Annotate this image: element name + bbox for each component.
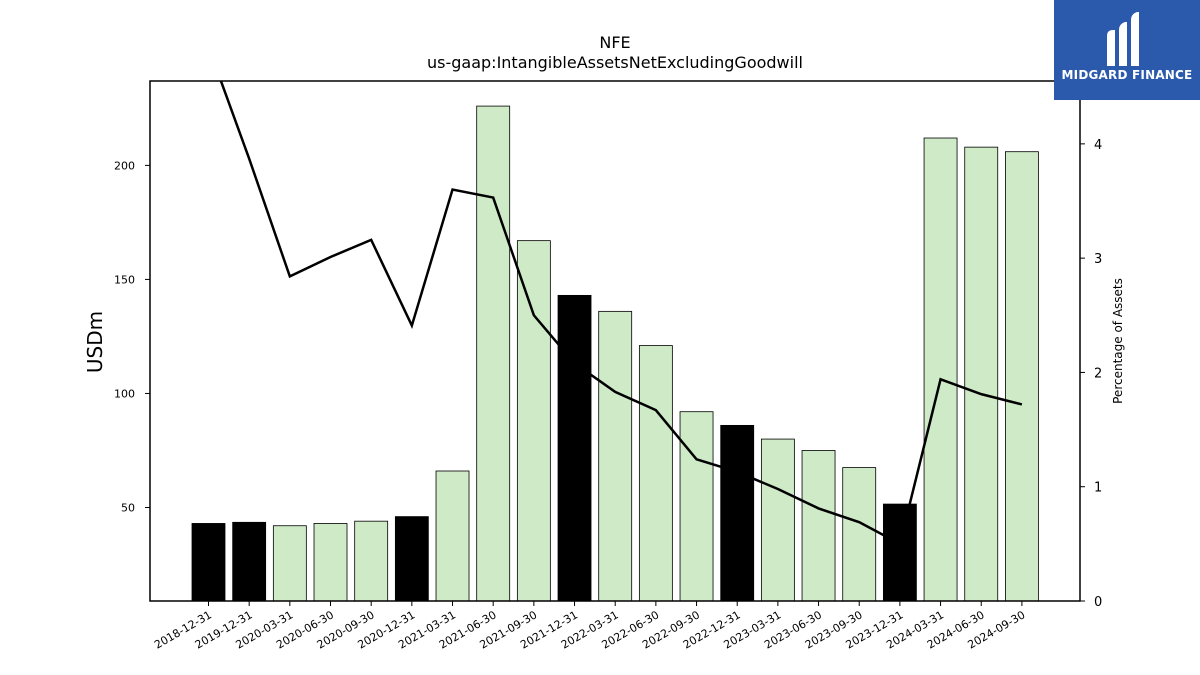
bar-2018-12-31 (191, 523, 226, 602)
y2-tick-label: 1 (1094, 481, 1102, 496)
bar-2024-06-30 (964, 146, 999, 602)
x-axis-ticks: 2018-12-312019-12-312020-03-312020-06-30… (152, 601, 1027, 652)
left-axis-ticks: 50 100 150 200 (114, 159, 150, 514)
right-axis-ticks: 0 1 2 3 4 (1080, 138, 1102, 610)
line-layer (219, 81, 1023, 546)
bar-2021-09-30 (516, 240, 551, 602)
bar-2021-12-31 (557, 294, 592, 602)
bar-2024-09-30 (1005, 151, 1039, 602)
bar-2020-06-30 (313, 523, 348, 602)
bar-2022-06-30 (638, 345, 673, 602)
brand-logo: MIDGARD FINANCE (1054, 0, 1200, 100)
bar-2020-03-31 (272, 525, 307, 602)
bar-2023-06-30 (801, 450, 836, 602)
y2-tick-label: 3 (1094, 252, 1102, 267)
brand-name: MIDGARD FINANCE (1061, 68, 1193, 82)
chart-title: NFE (599, 33, 630, 52)
y-tick-label: 50 (121, 501, 135, 514)
bar-2022-09-30 (679, 411, 714, 602)
bar-2022-12-31 (720, 424, 755, 602)
bar-2022-03-31 (598, 310, 633, 602)
y-axis-label: USDm (83, 311, 107, 373)
bar-2019-12-31 (232, 521, 267, 602)
y-tick-label: 100 (114, 387, 135, 400)
bar-2023-12-31 (882, 503, 917, 602)
midgard-logo-mark-icon (1107, 12, 1139, 66)
bar-2020-09-30 (354, 520, 389, 602)
chart-subtitle: us-gaap:IntangibleAssetsNetExcludingGood… (427, 53, 803, 72)
y-tick-label: 150 (114, 273, 135, 286)
bar-2024-03-31 (923, 137, 958, 602)
y2-tick-label: 4 (1094, 138, 1102, 153)
bars-layer (191, 105, 1039, 602)
bar-2021-06-30 (476, 105, 511, 602)
y2-axis-label: Percentage of Assets (1111, 278, 1125, 404)
bar-2020-12-31 (394, 516, 429, 602)
y-tick-label: 200 (114, 159, 135, 172)
y2-tick-label: 0 (1094, 595, 1102, 610)
bar-2023-03-31 (760, 438, 795, 602)
y2-tick-label: 2 (1094, 366, 1102, 381)
bar-2023-09-30 (842, 467, 877, 602)
bar-2021-03-31 (435, 470, 470, 602)
percentage-of-assets-line (219, 81, 1023, 546)
